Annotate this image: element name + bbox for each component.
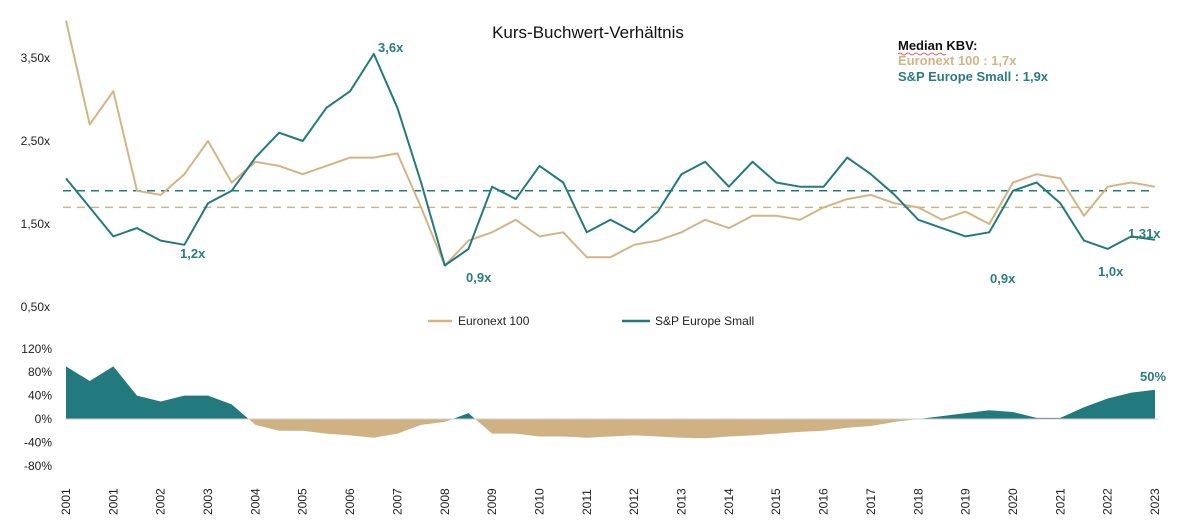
x-tick-label: 2007 (390, 488, 404, 515)
annotation-premium: 50% (1140, 369, 1166, 384)
y-tick-label: 0,50x (21, 300, 50, 314)
legend-label-euronext: Euronext 100 (458, 314, 530, 328)
annotation-low-2008: 0,9x (466, 270, 492, 285)
x-tick-label: 2016 (817, 488, 831, 515)
x-tick-label: 2013 (675, 488, 689, 515)
y-tick-label: 3,50x (21, 51, 50, 65)
x-tick-label: 2002 (154, 488, 168, 515)
series-line-s-p-europe-small (65, 52, 1156, 267)
x-tick-label: 2014 (722, 488, 736, 515)
x-tick-label: 2020 (1006, 488, 1020, 515)
y-tick-label-premium: 120% (21, 342, 52, 356)
x-tick-label: 2019 (959, 488, 973, 515)
x-tick-label: 2022 (1101, 488, 1115, 515)
x-tick-label: 2008 (438, 488, 452, 515)
y-tick-label-premium: -80% (24, 459, 52, 473)
x-tick-label: 2003 (201, 488, 215, 515)
x-tick-label: 2010 (532, 488, 546, 515)
annotation-low-2020: 0,9x (990, 271, 1016, 286)
x-tick-label: 2006 (343, 488, 357, 515)
x-tick-label: 2001 (59, 488, 73, 515)
annotation-low-2022: 1,0x (1098, 264, 1124, 279)
annotation-peak: 3,6x (378, 40, 404, 55)
spellcheck-underline (897, 52, 947, 56)
x-tick-label: 2009 (485, 488, 499, 515)
median-box: Median KBV: Euronext 100 : 1,7x S&P Euro… (897, 38, 1049, 84)
legend: Euronext 100 S&P Europe Small (428, 314, 754, 328)
legend-label-sp: S&P Europe Small (655, 314, 754, 328)
y-tick-label-premium: 80% (28, 365, 52, 379)
premium-area-negative (66, 419, 1155, 439)
x-tick-label: 2017 (864, 488, 878, 515)
x-tick-label: 2021 (1053, 488, 1067, 515)
median-heading: Median KBV: (898, 38, 977, 53)
annotation-current: 1,31x (1128, 226, 1161, 241)
y-tick-label-premium: 0% (35, 412, 53, 426)
y-tick-label: 1,50x (21, 217, 50, 231)
x-tick-label: 2023 (1148, 488, 1162, 515)
y-tick-label-premium: -40% (24, 435, 52, 449)
x-tick-label: 2001 (106, 488, 120, 515)
median-sp: S&P Europe Small : 1,9x (898, 69, 1049, 84)
x-tick-label: 2012 (627, 488, 641, 515)
chart-title: Kurs-Buchwert-Verhältnis (492, 23, 684, 42)
x-tick-label: 2015 (769, 488, 783, 515)
x-tick-label: 2018 (911, 488, 925, 515)
median-euronext: Euronext 100 : 1,7x (898, 53, 1017, 68)
x-tick-label: 2004 (248, 488, 262, 515)
premium-area-positive (66, 366, 1155, 419)
y-tick-label-premium: 40% (28, 389, 52, 403)
annotation-low-2002: 1,2x (180, 246, 206, 261)
x-tick-label: 2011 (580, 489, 594, 515)
y-tick-label: 2,50x (21, 134, 50, 148)
x-tick-label: 2005 (296, 488, 310, 515)
annotations: 3,6x 1,2x 0,9x 0,9x 1,0x 1,31x (180, 40, 1161, 286)
